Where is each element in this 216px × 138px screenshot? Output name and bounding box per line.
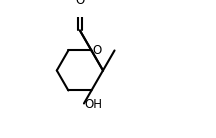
Text: O: O [75,0,84,7]
Text: O: O [92,44,102,57]
Text: OH: OH [85,98,103,111]
